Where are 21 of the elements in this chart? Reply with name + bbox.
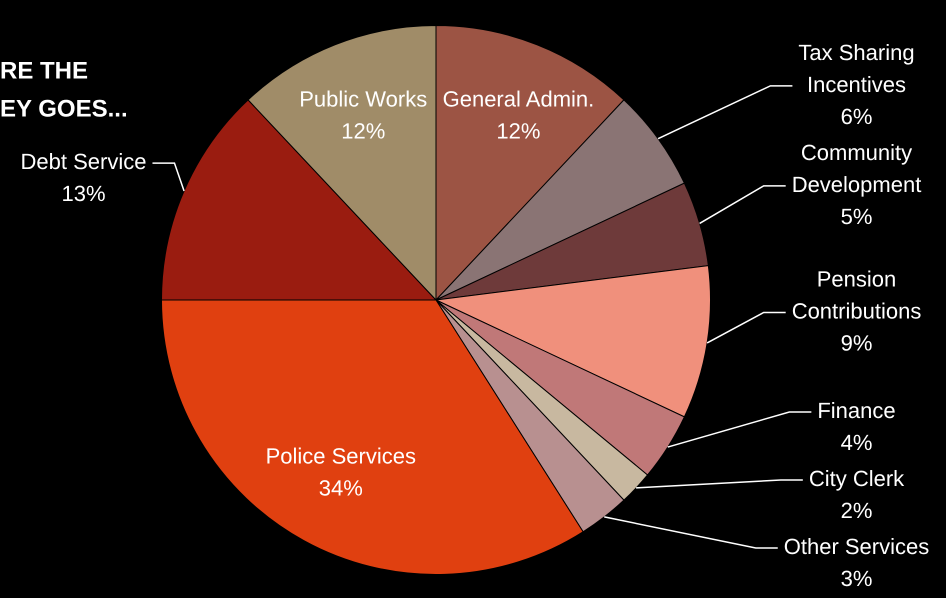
slice-label: City Clerk (808, 466, 906, 492)
slice-label: Police Services (266, 443, 416, 468)
data-label: 13% (61, 181, 106, 206)
slice-label: General Admin. (442, 86, 594, 112)
data-label: 4% (840, 430, 872, 456)
slice-label: Finance (817, 398, 896, 424)
slice-label: Public Works (299, 86, 428, 112)
slice-label: Community Development (792, 140, 922, 197)
slice-label: Other Services (784, 534, 930, 560)
data-label: 34% (318, 475, 363, 500)
slice-label: Pension Contributions (792, 266, 922, 324)
data-label: 12% (341, 118, 386, 144)
data-label: 6% (840, 104, 872, 129)
slice-label: Tax Sharing Incentives (798, 40, 915, 97)
data-label: 5% (840, 204, 872, 229)
data-label: 2% (840, 498, 872, 524)
data-label: 12% (496, 118, 540, 144)
data-label: 3% (840, 566, 872, 592)
data-label: 9% (840, 330, 872, 356)
text: RE THE EY GOES... (0, 58, 128, 123)
slice-label: Debt Service (20, 149, 146, 174)
